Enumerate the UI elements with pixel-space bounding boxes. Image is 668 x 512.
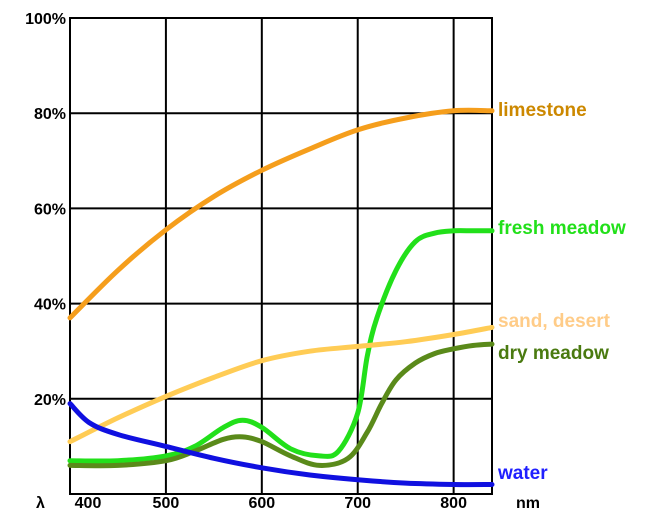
series-label-water: water xyxy=(497,463,548,484)
series-label-dry-meadow: dry meadow xyxy=(498,343,609,364)
y-tick-label: 60% xyxy=(34,201,66,218)
x-tick-label: 600 xyxy=(248,495,275,512)
y-tick-label: 40% xyxy=(34,297,66,314)
plot-frame xyxy=(69,17,493,495)
x-axis-symbol: λ xyxy=(36,495,45,512)
x-tick-label: 700 xyxy=(344,495,371,512)
series-label-limestone: limestone xyxy=(498,100,587,121)
x-axis-unit: nm xyxy=(516,495,540,512)
series-line-water xyxy=(67,401,495,488)
series-line-limestone xyxy=(67,107,495,321)
y-tick-label: 100% xyxy=(25,11,66,28)
grid xyxy=(69,17,493,495)
curves xyxy=(67,107,495,488)
x-tick-label: 400 xyxy=(75,495,102,512)
series-line-fresh-meadow xyxy=(67,228,495,464)
x-tick-label: 800 xyxy=(440,495,467,512)
y-tick-label: 80% xyxy=(34,106,66,123)
axis-labels: λ nm 20% 40% 60% 80% 100% 400 500 600 700 800 xyxy=(25,11,540,512)
x-tick-label: 500 xyxy=(153,495,180,512)
series-label-fresh-meadow: fresh meadow xyxy=(498,218,626,239)
series-label-sand-desert: sand, desert xyxy=(498,311,611,332)
y-tick-label: 20% xyxy=(34,392,66,409)
series-labels: limestone fresh meadow sand, desert dry mea… xyxy=(497,100,626,484)
series-line-sand-desert xyxy=(67,324,495,445)
